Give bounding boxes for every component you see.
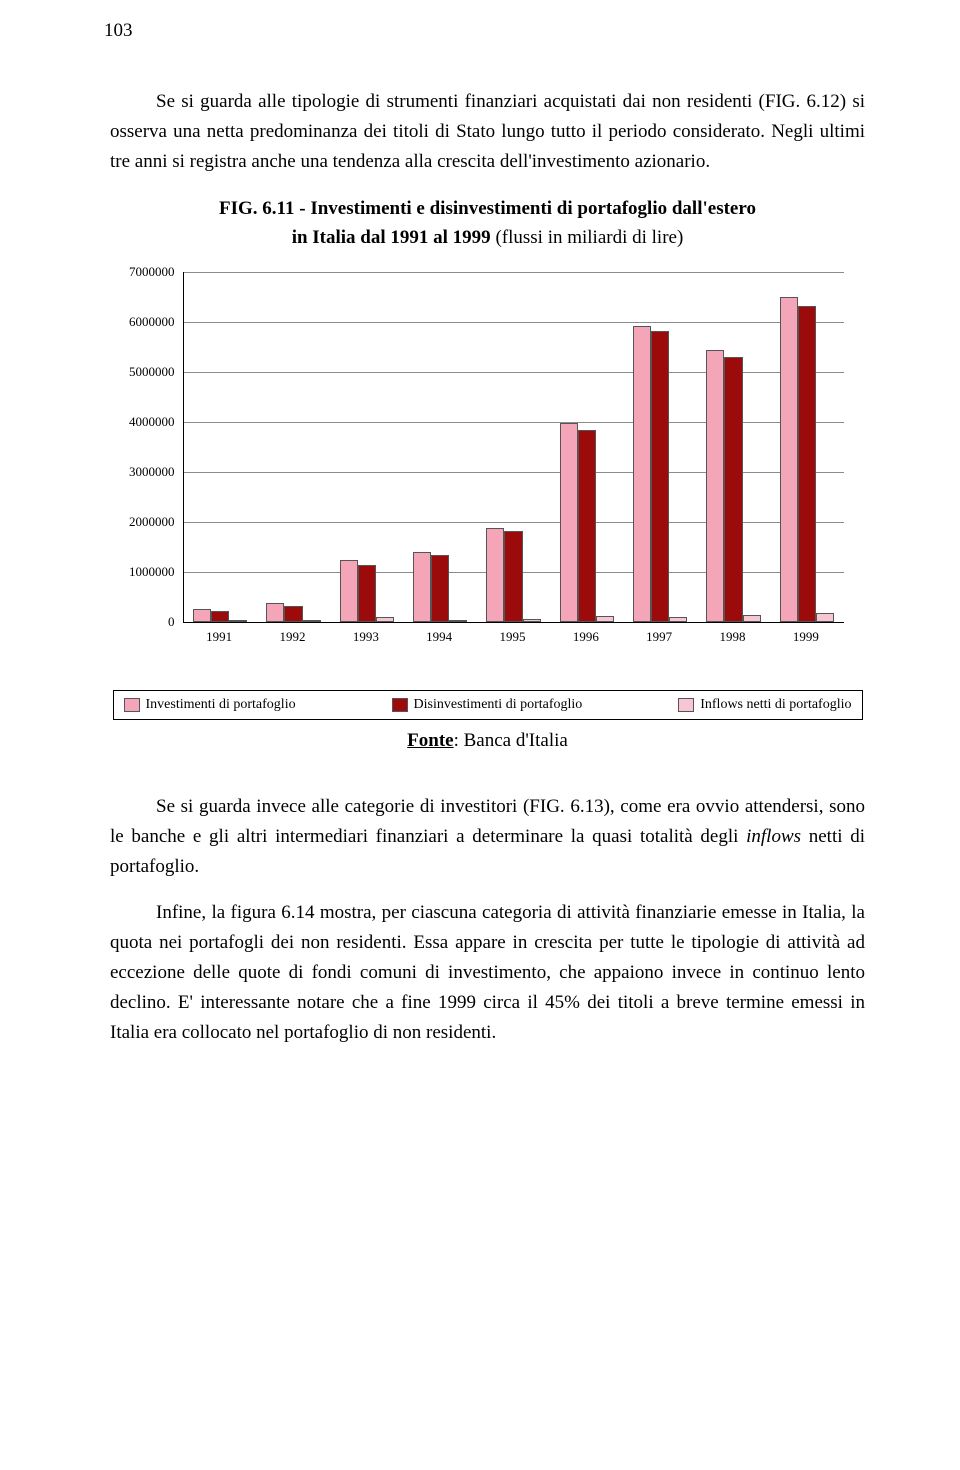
bar xyxy=(413,552,431,622)
x-tick-label: 1998 xyxy=(720,629,746,645)
bar xyxy=(596,616,614,623)
legend-label-1: Disinvestimenti di portafoglio xyxy=(414,697,583,713)
bar xyxy=(340,560,358,623)
figure-source: Fonte: Banca d'Italia xyxy=(110,730,865,752)
bar xyxy=(266,603,284,622)
x-tick-label: 1997 xyxy=(646,629,672,645)
bar xyxy=(486,528,504,622)
paragraph-2-text: Se si guarda invece alle categorie di in… xyxy=(110,796,865,877)
x-tick-label: 1994 xyxy=(426,629,452,645)
y-tick-label: 5000000 xyxy=(113,364,175,380)
paragraph-1: Se si guarda alle tipologie di strumenti… xyxy=(110,87,865,177)
legend-item-1: Disinvestimenti di portafoglio xyxy=(392,697,583,713)
bar xyxy=(431,555,449,623)
figure-caption-prefix: FIG. 6.11 xyxy=(219,198,294,219)
y-axis-labels: 0100000020000003000000400000050000006000… xyxy=(113,272,179,622)
x-tick-label: 1991 xyxy=(206,629,232,645)
bar xyxy=(193,609,211,622)
legend-label-0: Investimenti di portafoglio xyxy=(146,697,296,713)
bar xyxy=(669,617,687,623)
legend-swatch-0 xyxy=(124,698,140,712)
x-tick-label: 1995 xyxy=(500,629,526,645)
plot-area xyxy=(183,272,844,623)
bar xyxy=(449,620,467,623)
bar xyxy=(724,357,742,622)
bar xyxy=(651,331,669,622)
y-tick-label: 7000000 xyxy=(113,264,175,280)
y-tick-label: 1000000 xyxy=(113,564,175,580)
bars-layer xyxy=(184,272,844,622)
bar xyxy=(376,617,394,622)
bar xyxy=(211,611,229,622)
figure-caption: FIG. 6.11 - Investimenti e disinvestimen… xyxy=(210,195,765,252)
source-label: Fonte xyxy=(407,730,453,751)
bar-chart: 0 1000000 2000000 3000000 4000000 5000000 6000… xyxy=(113,262,863,682)
y-tick-label: 4000000 xyxy=(113,414,175,430)
page-number: 103 xyxy=(104,20,865,42)
bar xyxy=(706,350,724,623)
bar xyxy=(578,430,596,623)
legend-item-0: Investimenti di portafoglio xyxy=(124,697,296,713)
bar xyxy=(504,531,522,622)
paragraph-2: Se si guarda invece alle categorie di in… xyxy=(110,792,865,882)
bar xyxy=(560,423,578,622)
source-value: : Banca d'Italia xyxy=(454,730,568,751)
paragraph-3-text: Infine, la figura 6.14 mostra, per ciasc… xyxy=(110,902,865,1043)
legend-swatch-1 xyxy=(392,698,408,712)
page: 103 Se si guarda alle tipologie di strum… xyxy=(0,0,960,1470)
bar xyxy=(284,606,302,623)
legend-item-2: Inflows netti di portafoglio xyxy=(678,697,851,713)
paragraph-1-text: Se si guarda alle tipologie di strumenti… xyxy=(110,91,865,172)
bar xyxy=(229,620,247,622)
y-tick-label: 2000000 xyxy=(113,514,175,530)
bar xyxy=(743,615,761,623)
paragraph-3: Infine, la figura 6.14 mostra, per ciasc… xyxy=(110,898,865,1048)
x-tick-label: 1992 xyxy=(280,629,306,645)
y-tick-label: 6000000 xyxy=(113,314,175,330)
x-tick-label: 1999 xyxy=(793,629,819,645)
bar xyxy=(780,297,798,622)
bar xyxy=(523,619,541,622)
bar xyxy=(816,613,834,622)
bar xyxy=(358,565,376,623)
chart-legend: Investimenti di portafoglio Disinvestime… xyxy=(113,690,863,720)
y-tick-label: 0 xyxy=(113,614,175,630)
y-tick-label: 3000000 xyxy=(113,464,175,480)
figure-caption-sub: (flussi in miliardi di lire) xyxy=(491,227,684,248)
x-tick-label: 1996 xyxy=(573,629,599,645)
legend-swatch-2 xyxy=(678,698,694,712)
x-axis-labels: 1991 1992 1993 1994 1995 1996 1997 1998 1999 xyxy=(183,627,843,647)
bar xyxy=(303,620,321,623)
bar xyxy=(633,326,651,623)
bar xyxy=(798,306,816,622)
legend-label-2: Inflows netti di portafoglio xyxy=(700,697,851,713)
x-tick-label: 1993 xyxy=(353,629,379,645)
